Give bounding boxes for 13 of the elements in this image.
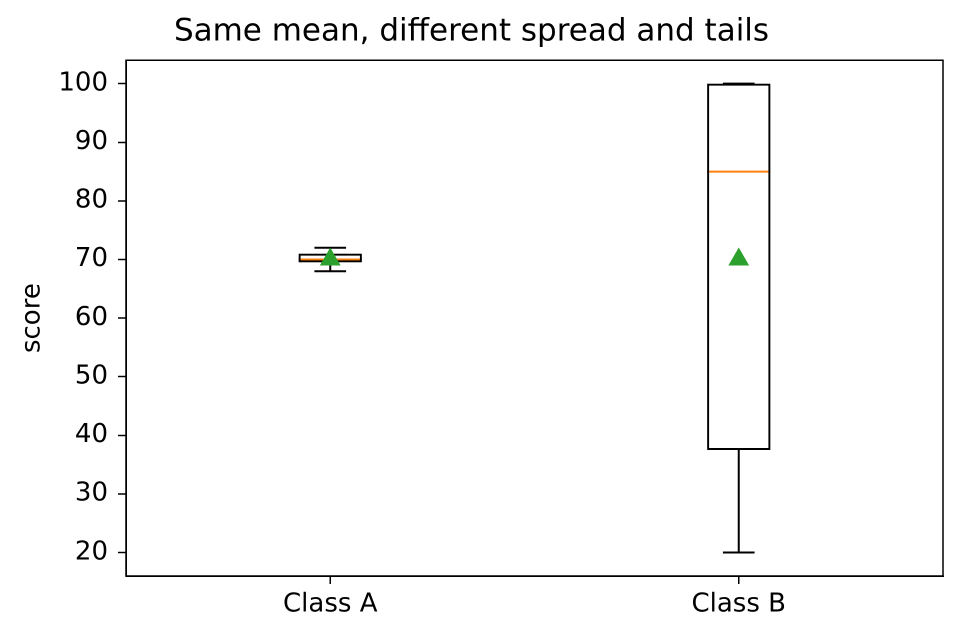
y-tick-label: 80 [74,184,108,215]
y-axis-title: score [16,283,46,354]
x-tick-label: Class A [283,588,378,618]
y-tick-label: 90 [74,126,108,156]
y-tick-label: 30 [74,478,108,508]
y-tick-label: 40 [74,419,108,450]
y-tick-label: 70 [74,243,108,274]
y-tick-label: 60 [74,302,108,332]
chart-title: Same mean, different spread and tails [174,12,770,49]
y-tick-label: 100 [58,67,108,98]
y-tick-label: 20 [74,536,108,566]
x-tick-label: Class B [691,588,786,618]
y-tick-label: 50 [74,360,108,390]
